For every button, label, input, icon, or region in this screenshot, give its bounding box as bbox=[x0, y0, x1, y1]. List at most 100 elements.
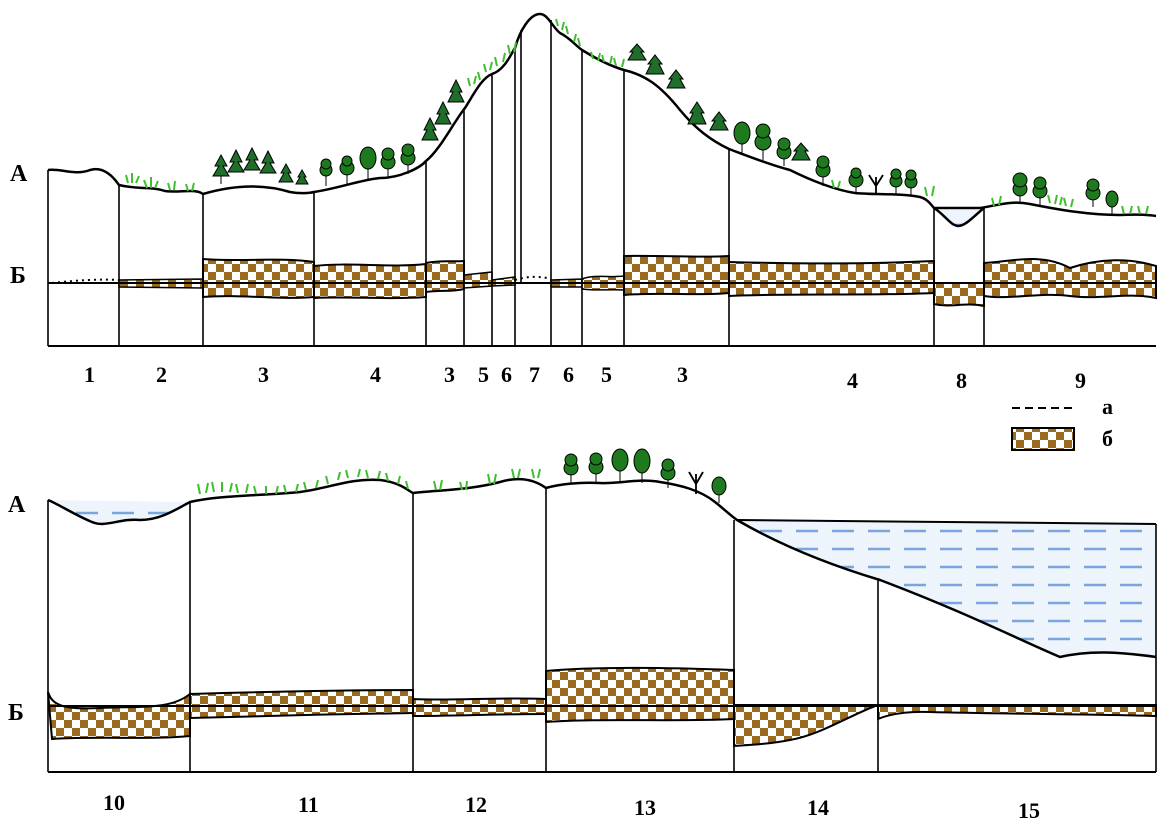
top-level-b-label: Б bbox=[10, 263, 26, 289]
grass-icon bbox=[185, 182, 195, 192]
layer-zone-4b bbox=[728, 259, 935, 298]
deciduous-tree-icon bbox=[380, 147, 396, 178]
conifer-tree-icon bbox=[687, 101, 707, 125]
top-zone-label: 5 bbox=[478, 362, 489, 387]
bottom-zone-label: 14 bbox=[807, 795, 829, 820]
layer-zone-3c bbox=[623, 254, 730, 297]
layer-zone-3a bbox=[202, 257, 315, 299]
top-zone-label: 9 bbox=[1075, 368, 1086, 393]
conifer-tree-icon bbox=[278, 162, 294, 183]
grass-icon bbox=[467, 71, 481, 87]
deciduous-tree-icon bbox=[339, 155, 355, 184]
conifer-tree-icon bbox=[212, 153, 230, 184]
top-deciduous-trees bbox=[319, 121, 1119, 214]
layer-zone-15 bbox=[877, 704, 1157, 721]
grass-icon bbox=[511, 468, 521, 479]
bottom-horizon-b-layers bbox=[47, 666, 1157, 748]
grass-icon bbox=[167, 180, 176, 191]
top-zone-boundaries bbox=[47, 20, 985, 346]
legend-a-label: а bbox=[1102, 394, 1113, 419]
top-dotted-line-left bbox=[51, 278, 120, 284]
bottom-water-surface-15 bbox=[736, 519, 1157, 525]
bottom-level-a-label: А bbox=[8, 492, 26, 518]
deciduous-tree-icon bbox=[733, 121, 751, 154]
top-zone-label: 6 bbox=[501, 362, 512, 387]
conifer-tree-icon bbox=[627, 43, 647, 61]
conifer-tree-icon bbox=[447, 78, 465, 103]
grass-icon bbox=[590, 51, 625, 68]
deciduous-tree-icon bbox=[754, 123, 772, 160]
grass-icon bbox=[555, 18, 581, 47]
deciduous-tree-icon bbox=[400, 143, 416, 174]
deciduous-tree-icon bbox=[1085, 178, 1101, 207]
bottom-zone-label: 12 bbox=[465, 792, 487, 817]
legend-b-symbol bbox=[1011, 427, 1075, 451]
bottom-zone-label: 11 bbox=[298, 792, 319, 817]
grass-icon bbox=[1047, 194, 1074, 208]
top-dotted-line-mid bbox=[514, 275, 552, 281]
conifer-tree-icon bbox=[295, 168, 309, 185]
grass-icon bbox=[1121, 205, 1149, 215]
bottom-level-b-label: Б bbox=[8, 700, 24, 726]
grass-icon bbox=[487, 473, 497, 485]
conifer-tree-icon bbox=[434, 100, 452, 125]
layer-zone-8 bbox=[933, 282, 985, 308]
bottom-zone-label: 15 bbox=[1018, 798, 1040, 822]
bottom-trees bbox=[563, 448, 727, 503]
top-grass bbox=[125, 18, 1149, 215]
grass-icon bbox=[531, 468, 541, 479]
deciduous-tree-icon bbox=[633, 448, 651, 483]
layer-zone-13 bbox=[545, 666, 735, 724]
grass-icon bbox=[459, 480, 468, 491]
top-zone-label: 6 bbox=[563, 362, 574, 387]
top-depression-zone-8 bbox=[933, 206, 985, 228]
grass-icon bbox=[143, 177, 159, 189]
bottom-zone-labels: 10 11 12 13 14 15 bbox=[103, 790, 1040, 822]
deciduous-tree-icon bbox=[711, 476, 727, 503]
grass-icon bbox=[924, 185, 935, 197]
bottom-grass bbox=[197, 468, 541, 495]
deciduous-tree-icon bbox=[319, 158, 333, 186]
top-zone-label: 3 bbox=[444, 362, 455, 387]
deciduous-tree-icon bbox=[588, 452, 604, 482]
conifer-tree-icon bbox=[227, 148, 245, 173]
conifer-tree-icon bbox=[791, 142, 811, 161]
deciduous-tree-icon bbox=[1105, 190, 1119, 214]
layer-zone-12 bbox=[412, 697, 547, 718]
conifer-tree-icon bbox=[421, 116, 439, 141]
top-level-a-label: А bbox=[10, 161, 28, 187]
top-terrain-surface bbox=[47, 12, 1157, 218]
layer-zone-6a bbox=[491, 276, 516, 287]
bottom-water-zone-14-15 bbox=[737, 520, 1156, 657]
top-zone-label: 4 bbox=[847, 368, 858, 393]
shrub-icon bbox=[868, 174, 884, 195]
conifer-tree-icon bbox=[645, 54, 665, 75]
conifer-tree-icon bbox=[666, 69, 686, 89]
deciduous-tree-icon bbox=[563, 453, 579, 484]
deciduous-tree-icon bbox=[776, 137, 792, 166]
top-horizon-b-layers bbox=[118, 254, 1157, 308]
layer-zone-4a bbox=[313, 262, 427, 300]
bottom-zone-label: 10 bbox=[103, 790, 125, 815]
shrub-icon bbox=[688, 471, 704, 494]
layer-zone-3b bbox=[425, 259, 465, 294]
layer-zone-11 bbox=[189, 688, 414, 720]
top-zone-labels: 1 2 3 4 3 5 6 7 6 5 3 4 8 9 bbox=[84, 362, 1086, 393]
grass-icon bbox=[125, 173, 140, 184]
top-zone-label: 5 bbox=[601, 362, 612, 387]
deciduous-tree-icon bbox=[359, 146, 377, 180]
layer-zone-14 bbox=[733, 704, 879, 748]
top-zone-label: 3 bbox=[258, 362, 269, 387]
grass-icon bbox=[483, 41, 517, 73]
deciduous-tree-icon bbox=[889, 168, 903, 195]
top-profile bbox=[47, 12, 1157, 347]
top-zone-label: 3 bbox=[677, 362, 688, 387]
conifer-tree-icon bbox=[243, 146, 261, 171]
grass-icon bbox=[991, 195, 1002, 207]
legend: а б bbox=[1011, 394, 1113, 451]
top-water-zone-8 bbox=[936, 210, 982, 226]
top-conifers bbox=[212, 43, 811, 185]
legend-b-label: б bbox=[1102, 426, 1113, 451]
deciduous-tree-icon bbox=[1032, 176, 1048, 205]
